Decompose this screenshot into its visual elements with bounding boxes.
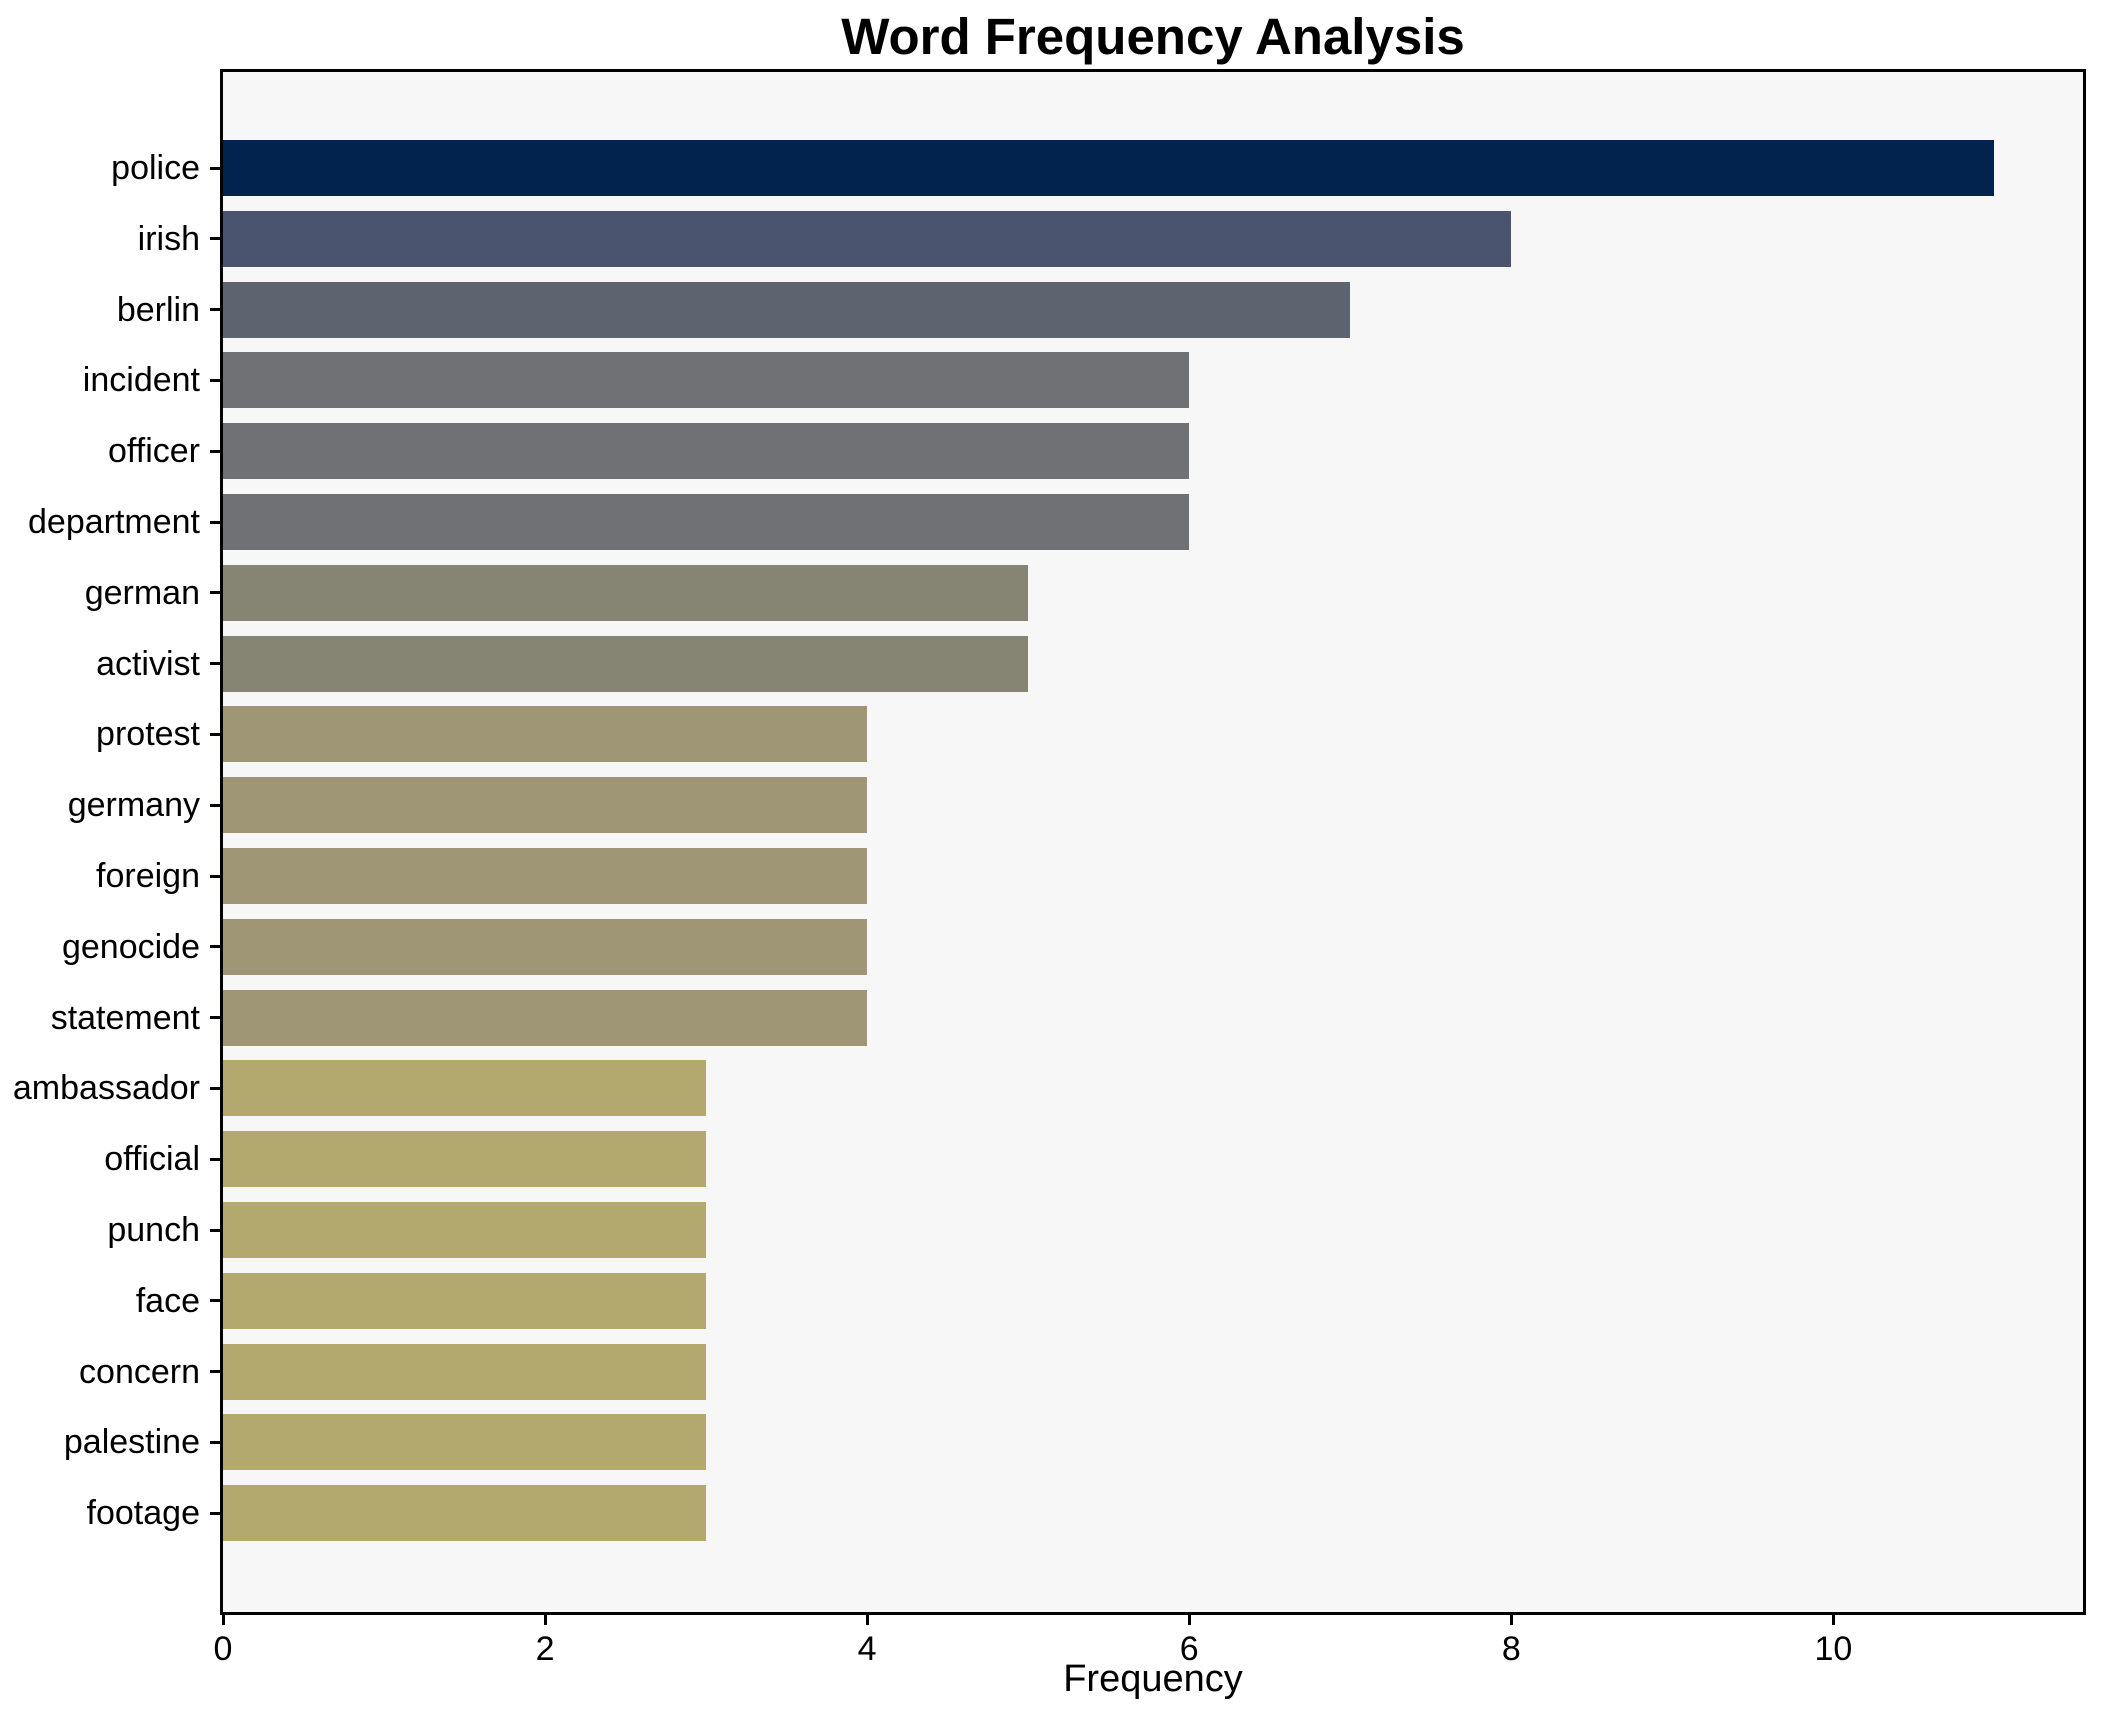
y-tick-mark <box>210 1299 223 1303</box>
y-tick-mark <box>210 449 223 453</box>
y-tick-mark <box>210 591 223 595</box>
x-tick-mark <box>221 1612 225 1625</box>
x-tick-mark <box>543 1612 547 1625</box>
bar-department <box>223 494 1190 550</box>
y-tick-mark <box>210 520 223 524</box>
y-tick-mark <box>210 1440 223 1444</box>
y-tick-label-officer: officer <box>108 432 200 471</box>
y-tick-label-genocide: genocide <box>61 927 200 966</box>
y-tick-label-department: department <box>28 503 200 541</box>
y-tick-label-punch: punch <box>107 1211 200 1249</box>
y-tick-mark <box>210 1157 223 1161</box>
y-tick-label-german: german <box>84 573 200 612</box>
y-tick-label-concern: concern <box>79 1352 200 1391</box>
bar-incident <box>223 352 1190 409</box>
x-tick-label-6: 6 <box>1179 1630 1199 1668</box>
bar-berlin <box>223 281 1351 338</box>
y-tick-label-ambassador: ambassador <box>12 1069 200 1108</box>
y-tick-label-footage: footage <box>86 1494 200 1533</box>
bar-activist <box>223 635 1029 692</box>
y-tick-label-official: official <box>104 1140 200 1179</box>
bar-protest <box>223 706 868 763</box>
y-tick-label-incident: incident <box>82 361 200 400</box>
y-tick-mark <box>210 803 223 807</box>
y-tick-label-activist: activist <box>96 644 200 683</box>
chart-title: Word Frequency Analysis <box>841 8 1465 65</box>
bar-footage <box>223 1485 707 1542</box>
y-tick-mark <box>210 732 223 736</box>
bar-genocide <box>223 918 868 975</box>
x-tick-label-10: 10 <box>1814 1630 1853 1668</box>
y-tick-mark <box>210 166 223 170</box>
bar-germany <box>223 777 868 834</box>
x-tick-mark <box>865 1612 869 1625</box>
y-tick-mark <box>210 874 223 878</box>
y-tick-label-palestine: palestine <box>63 1423 200 1462</box>
x-tick-label-4: 4 <box>857 1630 877 1668</box>
y-tick-mark <box>210 378 223 382</box>
y-tick-mark <box>210 945 223 949</box>
bar-concern <box>223 1343 707 1400</box>
y-tick-label-protest: protest <box>96 715 200 754</box>
y-tick-mark <box>210 1370 223 1374</box>
bar-punch <box>223 1202 707 1258</box>
y-tick-label-statement: statement <box>50 998 200 1037</box>
y-tick-mark <box>210 1511 223 1515</box>
x-axis-label: Frequency <box>1063 1658 1243 1700</box>
bar-police <box>223 140 1995 196</box>
bar-officer <box>223 423 1190 480</box>
y-tick-label-germany: germany <box>67 786 200 825</box>
bar-german <box>223 564 1029 621</box>
bar-foreign <box>223 848 868 904</box>
y-tick-label-irish: irish <box>137 219 200 258</box>
y-tick-mark <box>210 237 223 241</box>
bar-official <box>223 1131 707 1188</box>
y-tick-label-police: police <box>111 149 200 187</box>
bar-irish <box>223 210 1512 267</box>
x-tick-mark <box>1831 1612 1835 1625</box>
x-tick-label-8: 8 <box>1501 1630 1521 1668</box>
y-tick-mark <box>210 1086 223 1090</box>
x-tick-mark <box>1509 1612 1513 1625</box>
bar-ambassador <box>223 1060 707 1117</box>
y-tick-mark <box>210 308 223 312</box>
plot-area <box>220 69 2086 1615</box>
bar-face <box>223 1272 707 1329</box>
x-tick-mark <box>1187 1612 1191 1625</box>
y-tick-mark <box>210 1016 223 1020</box>
y-tick-mark <box>210 1228 223 1232</box>
y-tick-mark <box>210 662 223 666</box>
x-tick-label-2: 2 <box>535 1630 555 1668</box>
bar-statement <box>223 989 868 1046</box>
y-tick-label-berlin: berlin <box>116 290 200 329</box>
y-tick-label-face: face <box>135 1281 200 1320</box>
x-tick-label-0: 0 <box>213 1630 233 1668</box>
bar-palestine <box>223 1414 707 1471</box>
y-tick-label-foreign: foreign <box>96 857 200 895</box>
